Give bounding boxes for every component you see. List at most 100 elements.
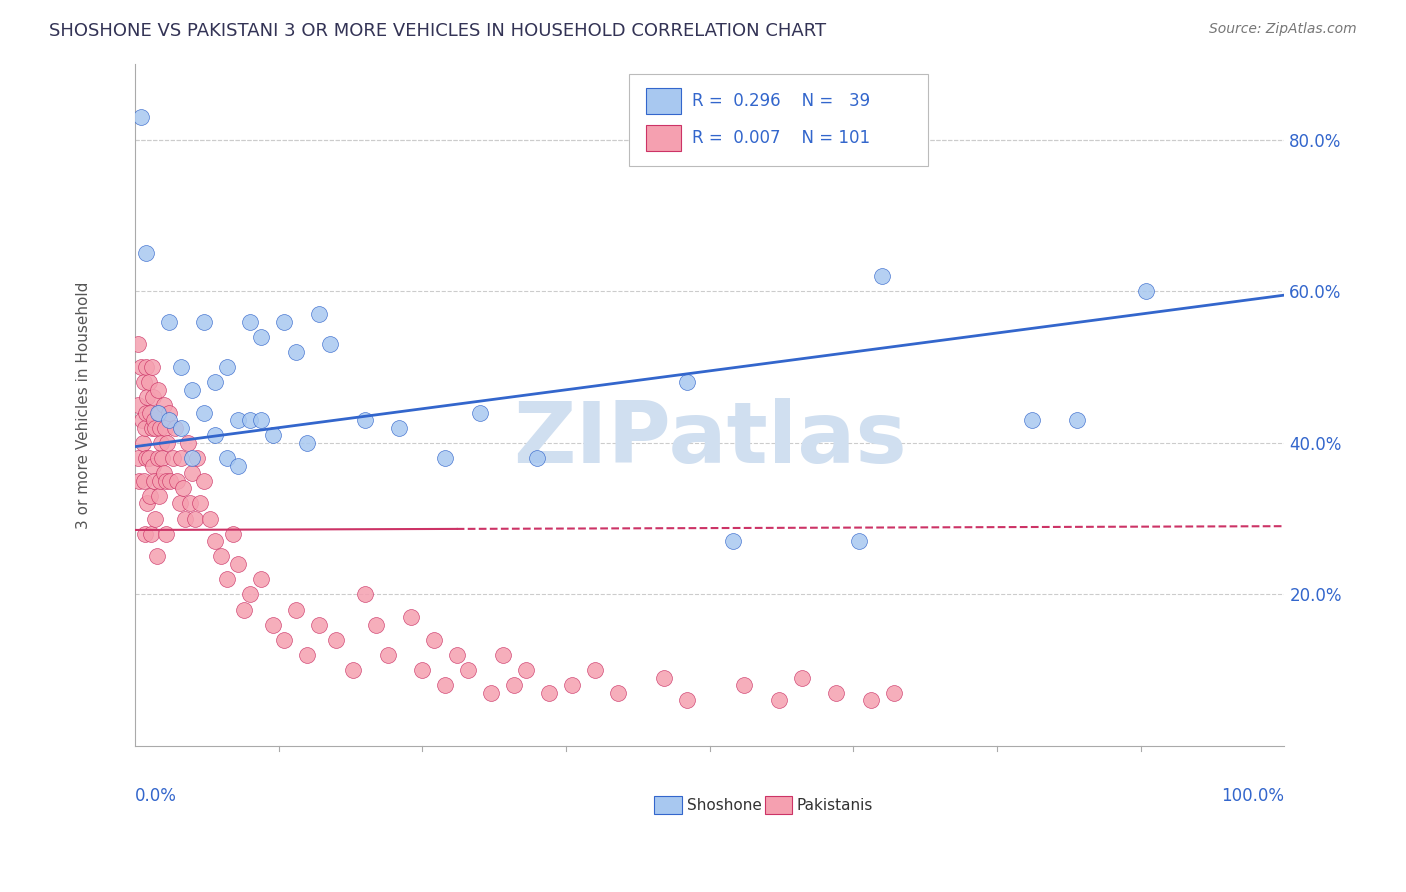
Point [250,413,273,427]
Point [159,474,181,488]
Point [198,511,221,525]
Point [537,686,560,700]
Point [388,420,411,434]
Point [150,435,173,450]
Point [308,307,330,321]
Point [870,269,893,284]
Point [181,450,204,465]
Point [157,405,180,419]
Point [434,450,457,465]
Point [141,420,163,434]
Point [145,549,167,564]
Point [152,450,174,465]
Point [1021,413,1043,427]
Point [319,337,342,351]
Text: 3 or more Vehicles in Household: 3 or more Vehicles in Household [76,281,90,529]
Point [446,648,468,662]
Point [148,489,170,503]
FancyBboxPatch shape [647,88,681,114]
Point [239,315,262,329]
Point [134,526,156,541]
Point [135,246,157,260]
Point [134,420,156,434]
Point [170,420,193,434]
Point [188,496,211,510]
Point [142,391,165,405]
Point [139,405,162,419]
Point [204,376,226,390]
Point [342,663,364,677]
Point [146,383,169,397]
Point [297,435,319,450]
FancyBboxPatch shape [654,797,682,814]
Point [284,345,307,359]
FancyBboxPatch shape [647,125,681,151]
Point [606,686,628,700]
Point [434,678,457,692]
Point [136,496,159,510]
Point [353,413,375,427]
Point [226,458,249,473]
Point [515,663,537,677]
Point [132,474,155,488]
Point [209,549,232,564]
Point [221,526,243,541]
Point [181,383,204,397]
Point [297,648,319,662]
Point [239,587,262,601]
Point [132,435,155,450]
Point [176,435,198,450]
Point [146,450,169,465]
Point [157,413,180,427]
Point [170,450,193,465]
Point [308,617,330,632]
Point [145,511,167,525]
Point [273,315,295,329]
Text: 0.0%: 0.0% [135,787,177,805]
Point [733,678,755,692]
Point [233,602,256,616]
Point [135,360,157,375]
Point [127,450,149,465]
Point [215,572,238,586]
FancyBboxPatch shape [765,797,793,814]
Point [138,376,160,390]
Point [136,391,159,405]
Text: Shoshone: Shoshone [686,797,762,813]
Point [139,526,162,541]
Point [170,360,193,375]
Point [129,110,152,124]
Point [479,686,502,700]
Point [193,474,215,488]
Point [162,450,184,465]
Point [143,413,166,427]
Point [132,376,155,390]
Text: Pakistanis: Pakistanis [797,797,873,813]
Point [193,315,215,329]
Point [457,663,479,677]
Point [152,398,174,412]
Point [181,466,204,480]
Point [1066,413,1088,427]
Point [583,663,606,677]
Point [174,511,197,525]
Point [131,413,153,427]
FancyBboxPatch shape [628,74,928,166]
Point [155,474,177,488]
Point [422,632,444,647]
Point [193,405,215,419]
Point [138,450,160,465]
Point [148,405,170,419]
Point [273,632,295,647]
Point [142,458,165,473]
Point [353,587,375,601]
Point [183,511,205,525]
Point [155,526,177,541]
Point [215,360,238,375]
Point [157,315,180,329]
Point [825,686,848,700]
Text: ZIPatlas: ZIPatlas [513,398,907,481]
Point [153,420,176,434]
Point [163,420,186,434]
Point [859,693,882,707]
